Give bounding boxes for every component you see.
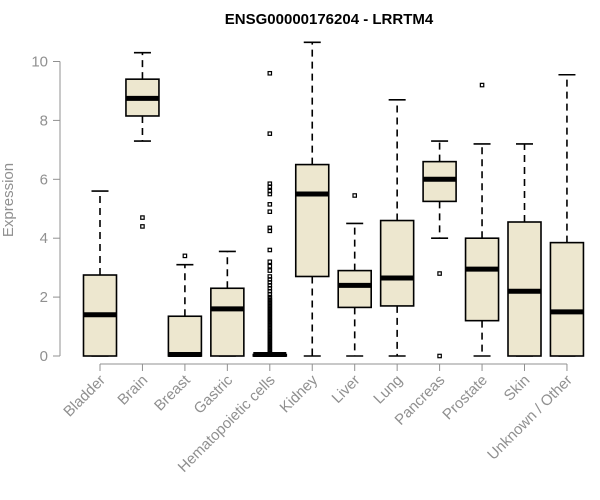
outlier-point: [267, 268, 273, 273]
x-tick-label: Bladder: [60, 372, 109, 421]
box-iqr: [379, 219, 415, 307]
outlier-point: [267, 181, 273, 187]
x-tick-label: Brain: [114, 372, 151, 409]
outlier-point: [267, 225, 273, 231]
box-8: [422, 140, 457, 359]
box-iqr: [294, 163, 330, 278]
box-11: [549, 73, 585, 357]
outlier-point: [267, 131, 273, 136]
y-tick-label: 0: [40, 348, 48, 365]
x-tick-label: Kidney: [277, 371, 322, 416]
outlier-point: [267, 70, 273, 76]
y-tick-label: 2: [40, 289, 48, 306]
x-tick-label: Liver: [329, 372, 364, 407]
outlier-point: [352, 193, 358, 198]
y-tick-label: 8: [40, 112, 48, 129]
box-6: [337, 193, 373, 357]
x-tick-label: Lung: [370, 372, 406, 408]
outlier-point: [437, 353, 442, 359]
box-10: [507, 143, 542, 357]
box-5: [294, 41, 330, 357]
box-1: [125, 51, 160, 229]
y-axis: 0 2 4 6 8 10: [31, 54, 61, 365]
outlier-point: [267, 263, 273, 269]
outlier-point: [267, 247, 273, 253]
y-tick-label: 10: [31, 54, 48, 71]
box-iqr: [549, 241, 585, 357]
box-2: [167, 253, 203, 358]
x-tick-label: Prostate: [439, 372, 491, 424]
outlier-point: [182, 253, 188, 259]
outlier-point: [437, 271, 442, 276]
box-iqr: [210, 287, 245, 357]
box-iqr: [464, 237, 500, 322]
x-tick-label: Breast: [151, 371, 194, 414]
box-iqr: [337, 269, 373, 309]
plot-area: [82, 41, 585, 359]
y-tick-label: 6: [40, 171, 48, 188]
box-0: [82, 190, 118, 357]
y-tick-label: 4: [40, 230, 48, 247]
outlier-point: [267, 202, 273, 207]
outlier-point: [140, 215, 145, 220]
box-3: [210, 250, 245, 357]
x-tick-label: Skin: [501, 372, 534, 405]
box-9: [464, 82, 500, 357]
box-7: [379, 98, 415, 357]
chart-title: ENSG00000176204 - LRRTM4: [225, 11, 434, 28]
outlier-point: [479, 82, 485, 88]
box-4: [252, 70, 288, 358]
outlier-point: [267, 274, 273, 279]
outlier-point: [267, 259, 273, 265]
y-axis-label: Expression: [0, 163, 17, 237]
outlier-point: [140, 224, 145, 229]
outlier-point: [267, 209, 273, 214]
outlier-point: [267, 188, 273, 194]
box-iqr: [167, 315, 203, 357]
